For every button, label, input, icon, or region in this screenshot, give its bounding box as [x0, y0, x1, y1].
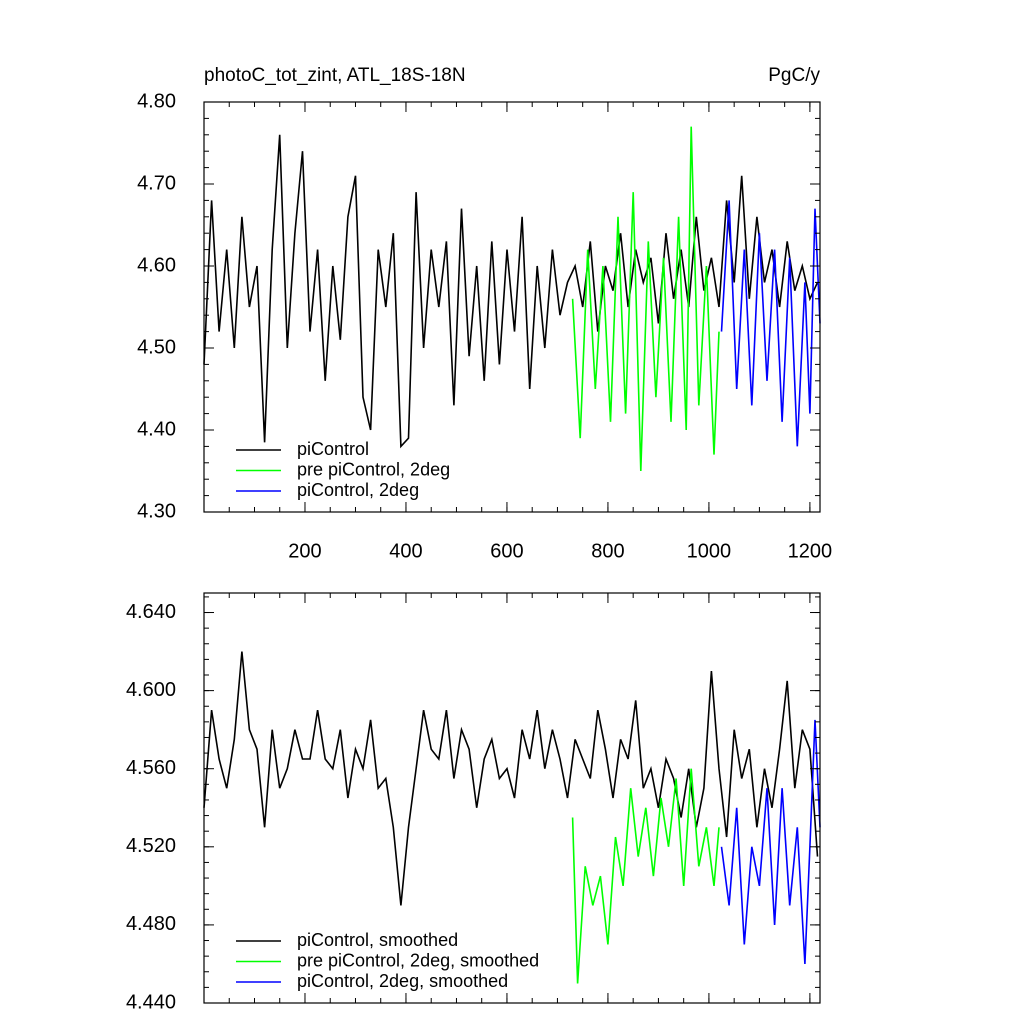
y-tick-label: 4.440: [126, 991, 176, 1013]
y-tick-label: 4.600: [126, 679, 176, 701]
legend-label: piControl, 2deg, smoothed: [297, 971, 508, 991]
plot-frame: [203, 592, 821, 1004]
y-tick-label: 4.50: [137, 336, 176, 358]
y-tick-label: 4.70: [137, 172, 176, 194]
legend-label: piControl, smoothed: [297, 930, 458, 950]
data-line: [203, 651, 819, 906]
data-line: [571, 768, 720, 984]
units-label: PgC/y: [768, 65, 820, 86]
legend-label: piControl, 2deg: [297, 480, 419, 500]
x-tick-label: 600: [490, 540, 523, 562]
y-tick-label: 4.480: [126, 913, 176, 935]
x-tick-label: 200: [288, 540, 321, 562]
y-tick-label: 4.40: [137, 418, 176, 440]
y-tick-label: 4.60: [137, 254, 176, 276]
plot-frame: [203, 101, 821, 513]
x-tick-label: 1200: [788, 540, 833, 562]
data-line: [203, 134, 819, 449]
legend-label: piControl: [297, 439, 369, 459]
x-tick-label: 800: [591, 540, 624, 562]
x-tick-label: 1000: [687, 540, 732, 562]
data-line: [720, 200, 821, 447]
y-tick-label: 4.520: [126, 835, 176, 857]
y-tick-label: 4.560: [126, 757, 176, 779]
y-tick-label: 4.640: [126, 601, 176, 623]
legend-label: pre piControl, 2deg: [297, 459, 450, 479]
x-tick-label: 400: [389, 540, 422, 562]
chart-title: photoC_tot_zint, ATL_18S-18N: [204, 65, 466, 86]
data-line: [720, 719, 821, 965]
legend-label: pre piControl, 2deg, smoothed: [297, 950, 539, 970]
data-line: [571, 126, 720, 472]
y-tick-label: 4.30: [137, 500, 176, 522]
y-tick-label: 4.80: [137, 90, 176, 112]
